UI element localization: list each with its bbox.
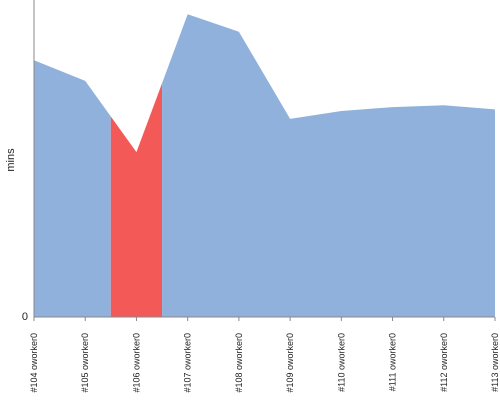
y-tick-label: 0 bbox=[22, 311, 28, 323]
x-tick-label: #107 oworker0 bbox=[183, 333, 193, 393]
x-tick-label: #108 oworker0 bbox=[234, 333, 244, 393]
x-tick-labels: #104 oworker0 #105 oworker0 #106 oworker0 #… bbox=[29, 317, 500, 393]
x-tick-label: #105 oworker0 bbox=[80, 333, 90, 393]
area-before-highlight bbox=[34, 60, 111, 317]
x-tick-label: #110 oworker0 bbox=[336, 333, 346, 392]
highlighted-area bbox=[110, 83, 163, 318]
area-layer bbox=[34, 14, 495, 318]
x-tick-label: #106 oworker0 bbox=[131, 333, 141, 393]
x-tick-label: #113 oworker0 bbox=[490, 333, 500, 392]
x-tick-label: #109 oworker0 bbox=[285, 333, 295, 393]
y-axis-title: mins bbox=[5, 148, 17, 172]
x-tick-label: #104 oworker0 bbox=[29, 333, 39, 393]
area-after-highlight bbox=[162, 14, 495, 317]
x-tick-label: #112 oworker0 bbox=[439, 333, 449, 392]
x-tick-label: #111 oworker0 bbox=[388, 333, 398, 391]
